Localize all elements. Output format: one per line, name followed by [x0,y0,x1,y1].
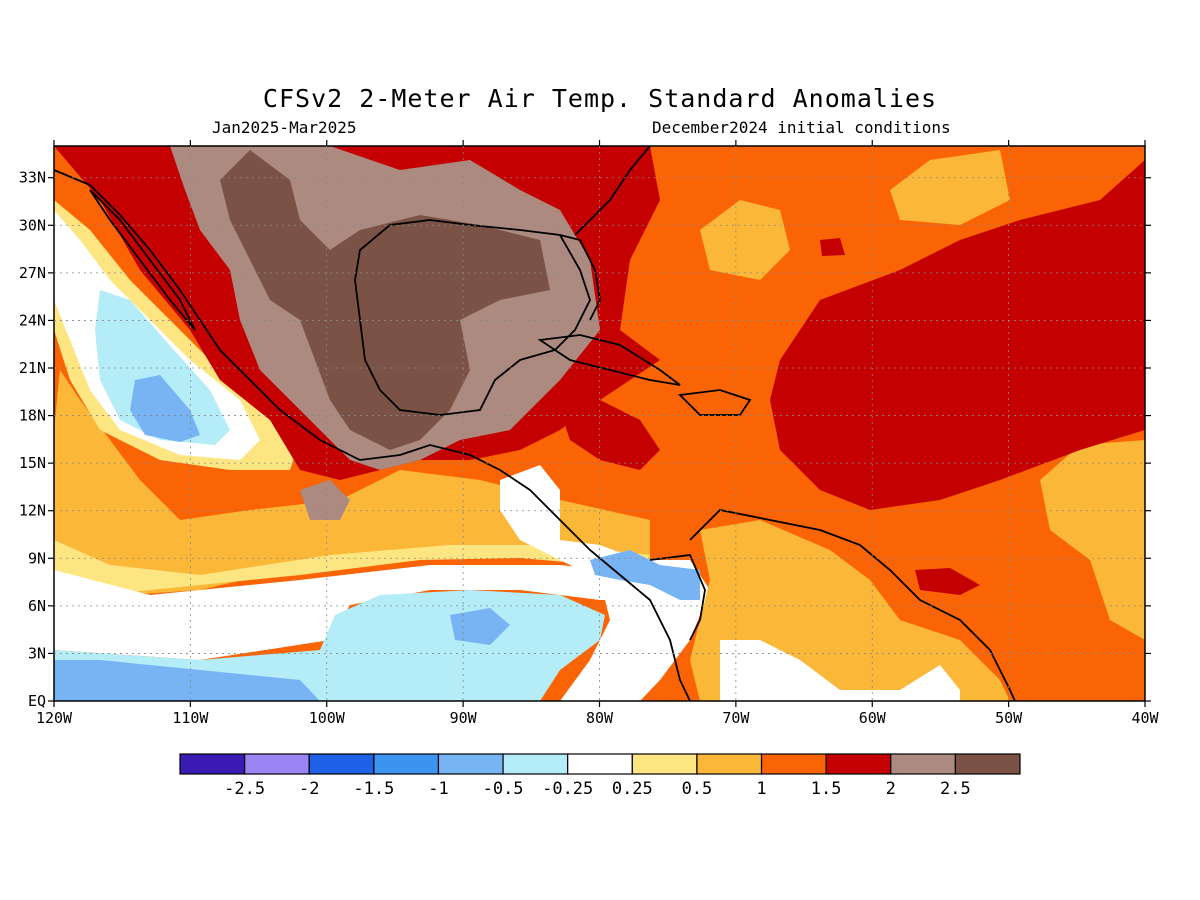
colorbar-swatch [954,753,1021,775]
colorbar-swatch [179,753,246,775]
lat-label: 9N [28,549,46,567]
field-1p5-to-2-dot [820,238,845,256]
lon-label: 70W [722,709,750,727]
colorbar-swatch [244,753,310,775]
colorbar-label: 1.5 [811,779,842,799]
field-1p5-to-2-caribbean [770,160,1145,510]
field-cool-baja-core [130,375,200,442]
coast-baja [89,189,196,331]
field-1p5-to-2-small [915,568,980,595]
field-neutral-central-america [500,465,710,701]
field-cool-eq-core2 [450,608,510,645]
lon-label: 60W [859,709,887,727]
coast-florida [559,234,601,321]
colorbar-swatch [825,753,892,775]
colorbar-swatch [437,753,504,775]
colorbar-label: -1 [428,779,448,799]
lon-label: 110W [172,709,209,727]
lon-label: 90W [450,709,478,727]
colorbar-label: 1 [756,779,766,799]
colorbar-swatch [567,753,633,775]
coastlines [54,146,1016,701]
coast-gulf [354,219,591,416]
lat-label: 33N [19,169,46,187]
colorbar-swatch [373,753,440,775]
field-0p5-to-1-pacific [54,370,650,600]
map-title: CFSv2 2-Meter Air Temp. Standard Anomali… [262,84,938,113]
lat-label: 18N [19,407,46,425]
lat-label: 30N [19,216,46,234]
colorbar-label: -2 [299,779,319,799]
coast-cuba [537,334,681,386]
colorbar-swatch [760,753,827,775]
lon-label: 120W [36,709,73,727]
lon-label: 100W [309,709,346,727]
colorbar-label: 0.5 [682,779,713,799]
anomaly-field [54,146,1145,701]
colorbar-swatch [502,753,569,775]
field-0p5-to-1-atlantic [1040,440,1145,640]
coast-south-america [689,509,1016,701]
field-0p5-to-1-ne-patch [890,150,1010,225]
lat-label: 6N [28,597,46,615]
lat-label: 27N [19,264,46,282]
field-cool-eq-core [54,660,320,701]
coast-hispaniola [678,389,752,416]
field-neutral-south-america [720,640,960,701]
field-neutral-pacific [54,565,650,660]
field-1p5-to-2-east-caribbean [560,400,660,470]
colorbar-label: 2 [886,779,896,799]
lon-label: 80W [586,709,614,727]
axis-ticks [48,140,1151,707]
coast-mexico-pacific [54,169,691,701]
lat-label: EQ [28,692,46,710]
lat-label: 24N [19,311,46,329]
field-2-to-2p5-west [300,480,350,520]
field-cool-panama [590,550,700,600]
colorbar-label: 0.25 [612,779,653,799]
colorbar-label: -0.25 [542,779,593,799]
colorbar-swatch [308,753,375,775]
lat-label: 12N [19,502,46,520]
coast-us-east [574,146,651,236]
colorbar-swatch [631,753,698,775]
coast-colombia [649,554,706,641]
colorbar-label: 2.5 [940,779,971,799]
colorbar-swatch [696,753,763,775]
field-cool-baja [95,290,230,445]
field-0p25-to-0p5-pacific [54,540,650,600]
colorbar-label: -2.5 [224,779,265,799]
lon-label: 50W [995,709,1023,727]
lon-label: 40W [1131,709,1159,727]
forecast-period: Jan2025-Mar2025 [212,118,357,137]
colorbar: -2.5 -2 -1.5 -1 -0.5 -0.25 0.25 0.5 1 1.5 2 2.5 [179,753,1021,799]
graticule [54,146,1145,701]
initial-conditions: December2024 initial conditions [652,118,951,137]
colorbar-swatch [890,753,956,775]
field-0p5-to-1-nw-patch [700,200,790,280]
lat-label: 21N [19,359,46,377]
colorbar-label: -1.5 [353,779,394,799]
lat-label: 3N [28,644,46,662]
lat-label: 15N [19,454,46,472]
colorbar-label: -0.5 [483,779,524,799]
